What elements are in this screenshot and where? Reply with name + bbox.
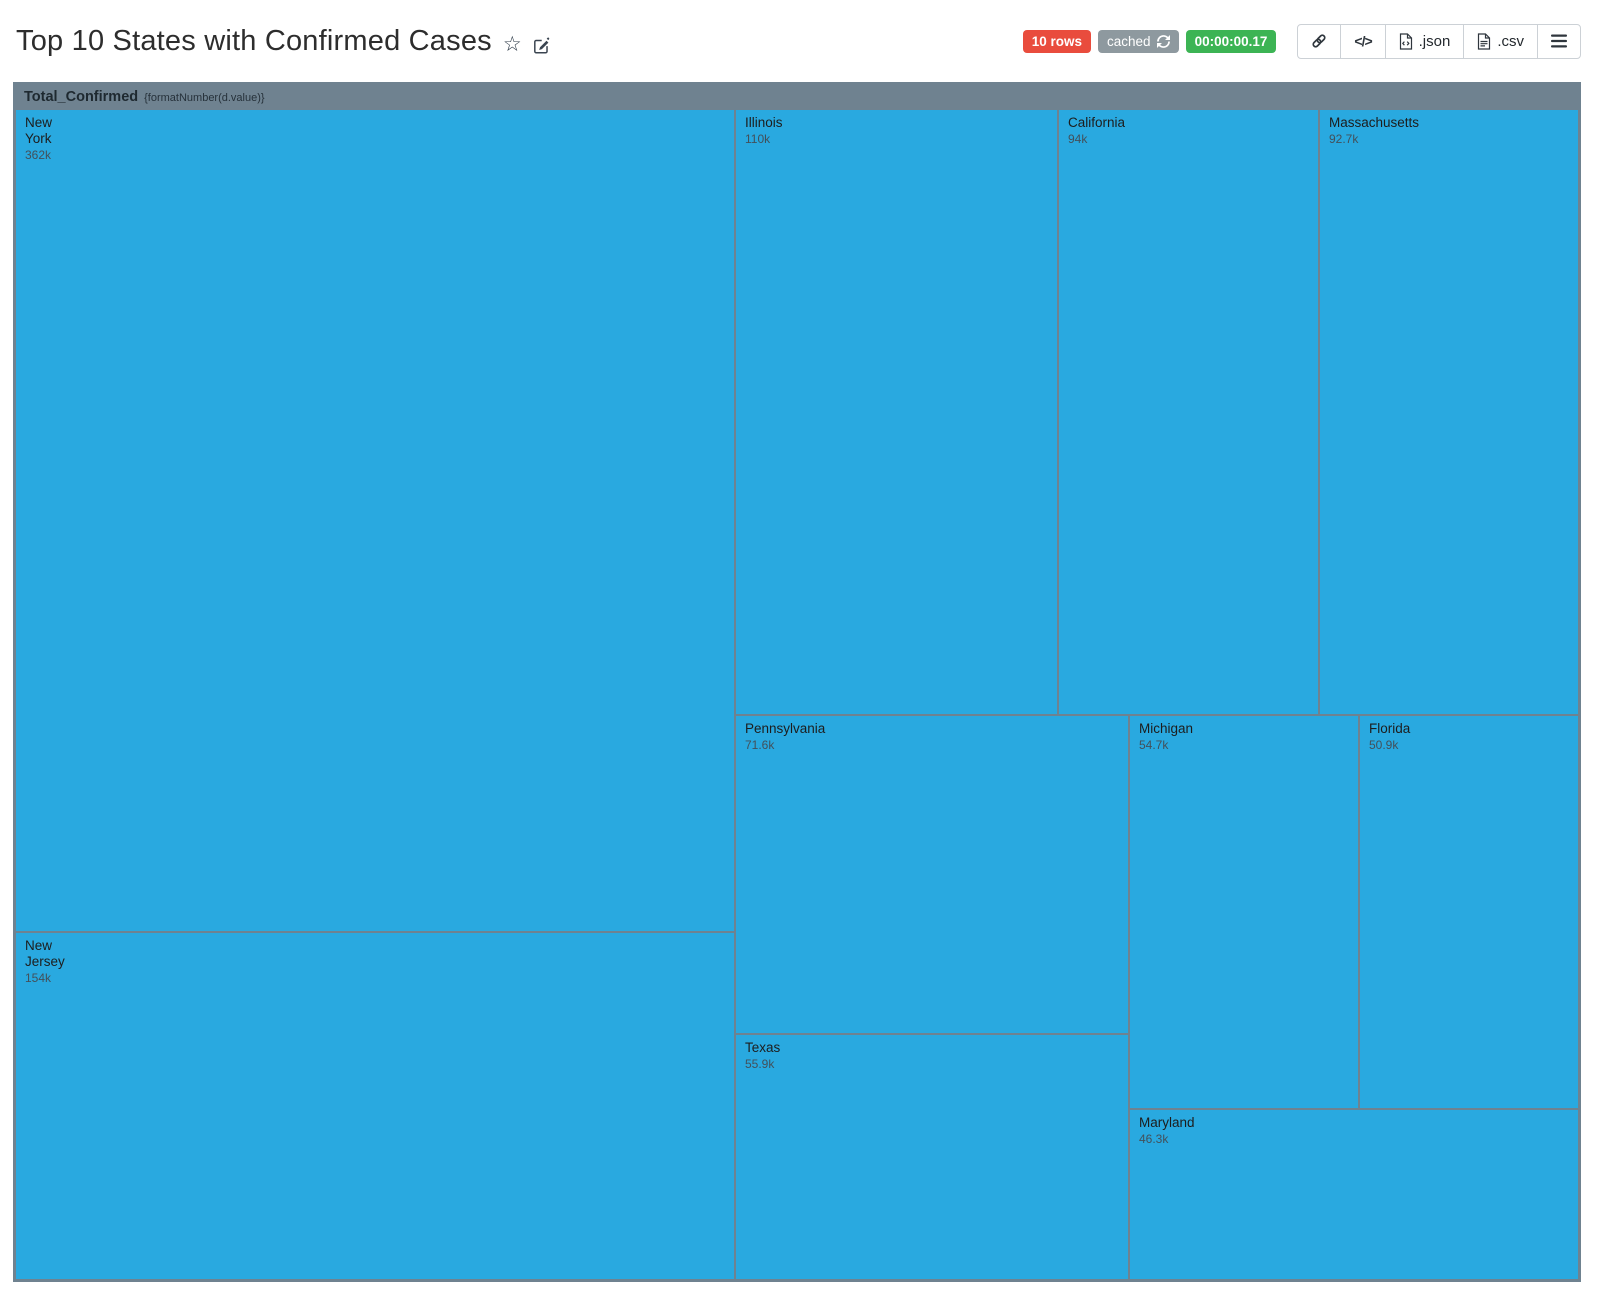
treemap-cell-new-jersey[interactable]: New Jersey 154k <box>15 932 735 1280</box>
link-icon <box>1312 34 1326 48</box>
treemap-cell-illinois[interactable]: Illinois 110k <box>735 109 1058 715</box>
edit-title-icon[interactable] <box>533 37 550 54</box>
treemap-cell-texas[interactable]: Texas 55.9k <box>735 1034 1129 1280</box>
cell-label: Pennsylvania <box>745 721 826 736</box>
cell-label: Michigan <box>1139 721 1194 736</box>
cached-badge[interactable]: cached <box>1098 29 1179 53</box>
favorite-star-icon[interactable]: ☆ <box>502 32 522 56</box>
refresh-icon <box>1156 34 1170 48</box>
runtime-badge: 00:00:00.17 <box>1185 29 1277 53</box>
cell-label: Florida <box>1369 721 1411 736</box>
cell-value: 362k <box>25 147 52 162</box>
result-toolbar: 10 rows cached 00:00:00.17 </> <box>1022 23 1581 59</box>
cell-label: Illinois <box>745 115 783 130</box>
cell-value: 110k <box>745 131 771 146</box>
treemap-chart: Total_Confirmed {formatNumber(d.value)} … <box>13 82 1581 1282</box>
cell-value: 154k <box>25 970 52 985</box>
cell-value: 94k <box>1068 131 1088 146</box>
treemap-cell-massachusetts[interactable]: Massachusetts 92.7k <box>1319 109 1579 715</box>
export-button-group: </> .json .csv <box>1297 23 1581 59</box>
page-title: Top 10 States with Confirmed Cases <box>16 24 492 57</box>
cell-label: California <box>1068 115 1126 130</box>
cell-label: Texas <box>745 1040 781 1055</box>
cell-value: 92.7k <box>1329 131 1359 146</box>
code-icon: </> <box>1354 33 1372 49</box>
file-code-icon <box>1399 32 1412 50</box>
cell-value: 50.9k <box>1369 737 1399 752</box>
cell-value: 46.3k <box>1139 1131 1169 1146</box>
treemap-metric-label: Total_Confirmed <box>24 88 139 105</box>
more-options-menu-button[interactable] <box>1537 23 1581 59</box>
share-link-button[interactable] <box>1297 23 1342 59</box>
treemap-root-header: Total_Confirmed {formatNumber(d.value)} <box>15 84 1579 109</box>
pencil-square-icon <box>533 37 549 54</box>
csv-button-label: .csv <box>1497 32 1524 50</box>
treemap-cell-maryland[interactable]: Maryland 46.3k <box>1129 1109 1579 1280</box>
file-text-icon <box>1478 32 1491 50</box>
treemap-body: New York 362k New Jersey 154k Illinois 110k Cali… <box>15 109 1579 1280</box>
treemap-cell-new-york[interactable]: New York 362k <box>15 109 735 932</box>
page-header: Top 10 States with Confirmed Cases ☆ 10 … <box>0 0 1600 82</box>
cell-label: Massachusetts <box>1329 115 1420 130</box>
treemap-cell-california[interactable]: California 94k <box>1058 109 1319 715</box>
hamburger-menu-icon <box>1551 34 1567 48</box>
treemap-cell-florida[interactable]: Florida 50.9k <box>1359 715 1579 1109</box>
cached-badge-label: cached <box>1107 33 1151 49</box>
treemap-cell-michigan[interactable]: Michigan 54.7k <box>1129 715 1359 1109</box>
cell-value: 55.9k <box>745 1056 775 1071</box>
cell-label: New Jersey <box>25 938 65 969</box>
title-row: Top 10 States with Confirmed Cases ☆ <box>16 25 550 58</box>
cell-value: 54.7k <box>1139 737 1169 752</box>
treemap-cell-pennsylvania[interactable]: Pennsylvania 71.6k <box>735 715 1129 1034</box>
download-json-button[interactable]: .json <box>1384 23 1465 59</box>
cell-label: Maryland <box>1139 1115 1195 1130</box>
treemap-format-label: {formatNumber(d.value)} <box>144 91 265 104</box>
json-button-label: .json <box>1418 32 1451 50</box>
rows-badge: 10 rows <box>1022 29 1092 53</box>
download-csv-button[interactable]: .csv <box>1463 23 1538 59</box>
embed-code-button[interactable]: </> <box>1340 23 1386 59</box>
cell-label: New York <box>25 115 53 146</box>
cell-value: 71.6k <box>745 737 775 752</box>
